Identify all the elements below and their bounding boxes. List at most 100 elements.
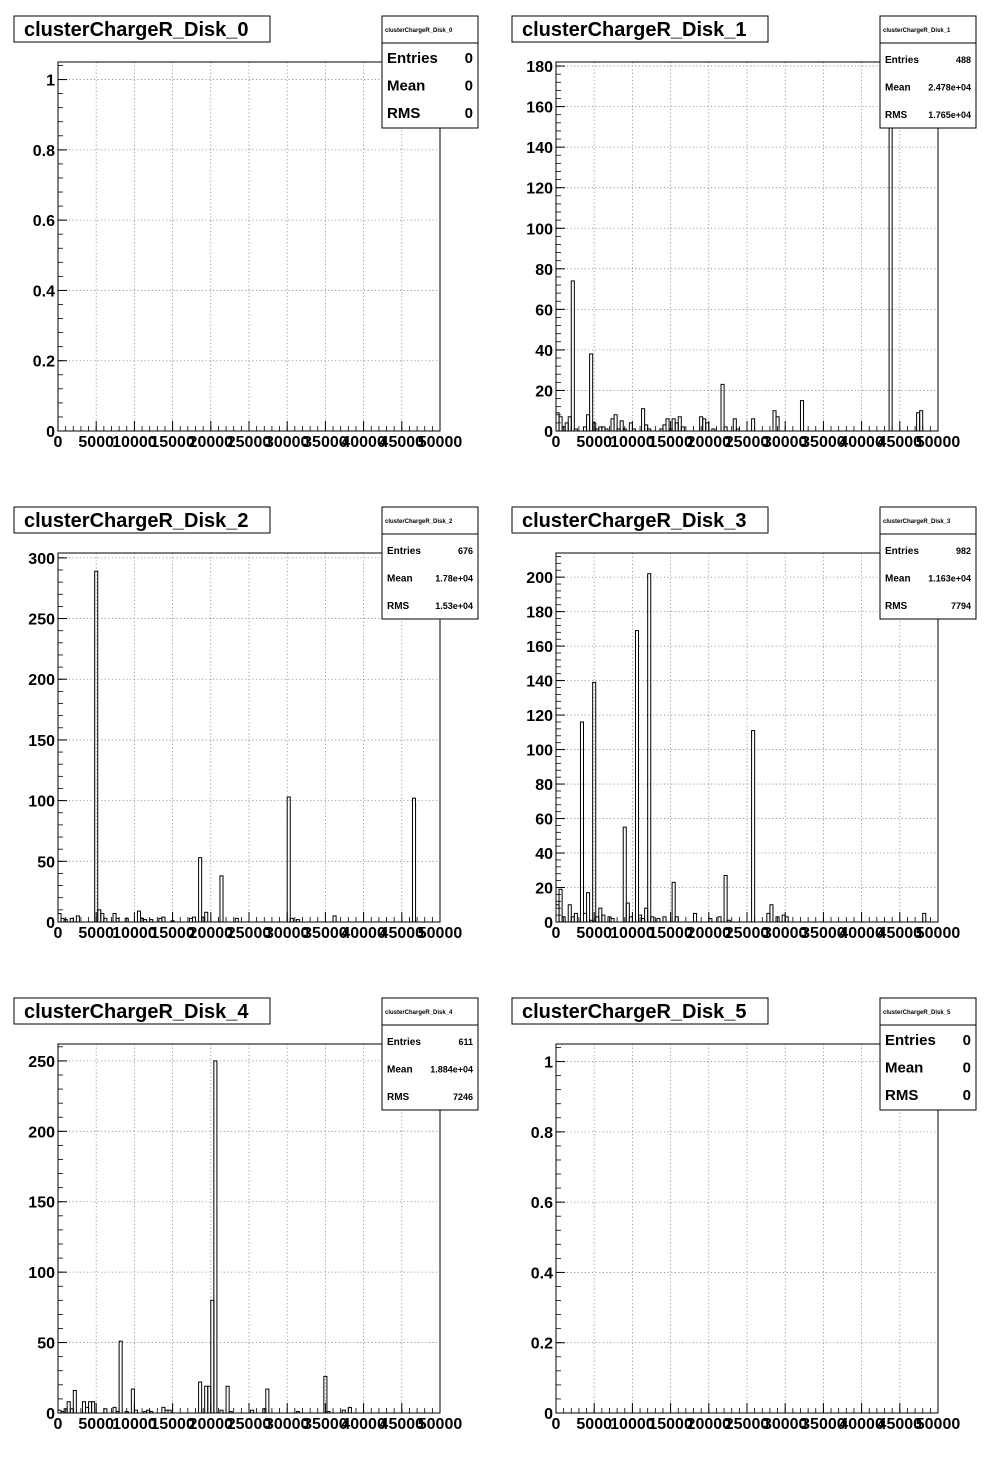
x-tick-label: 25000	[227, 434, 272, 451]
y-tick-label: 100	[526, 221, 553, 238]
x-tick-label: 30000	[763, 434, 808, 451]
x-tick-label: 50000	[418, 1416, 463, 1433]
title-box	[13, 997, 271, 1025]
x-tick-label: 35000	[303, 434, 348, 451]
title-box	[13, 15, 271, 43]
stats-value: 7794	[951, 601, 971, 611]
x-tick-label: 0	[552, 925, 561, 942]
stats-label: RMS	[387, 601, 410, 612]
x-tick-label: 25000	[227, 1416, 272, 1433]
y-tick-label: 60	[535, 302, 553, 319]
x-tick-label: 35000	[801, 925, 846, 942]
x-tick-label: 30000	[265, 925, 310, 942]
x-tick-label: 5000	[78, 925, 114, 942]
stats-label: RMS	[387, 105, 420, 122]
histogram-bar	[650, 916, 655, 923]
y-tick-label: 120	[526, 181, 553, 198]
histogram-bar	[579, 721, 585, 923]
y-tick-label: 0	[46, 1406, 55, 1423]
histogram-bar	[589, 353, 594, 432]
histogram-bar	[69, 917, 74, 923]
stats-label: RMS	[885, 1087, 918, 1104]
stats-box	[879, 506, 977, 620]
stats-box	[879, 997, 977, 1111]
x-tick-label: 40000	[341, 1416, 386, 1433]
stats-label: Entries	[387, 1037, 421, 1048]
stats-value: 0	[465, 50, 473, 67]
chart-pad-2: 0 50 100 150 200 250 300 0 500010000150002000025…	[13, 506, 479, 942]
x-tick-label: 0	[552, 1416, 561, 1433]
x-tick-label: 0	[552, 434, 561, 451]
histogram-bar	[720, 383, 725, 432]
histogram-bar	[161, 916, 166, 923]
y-tick-label: 180	[526, 605, 553, 622]
histogram-bar	[751, 418, 756, 432]
histogram-bar	[234, 917, 239, 923]
chart-title: clusterChargeR_Disk_1	[522, 19, 747, 41]
x-tick-label: 10000	[112, 434, 157, 451]
histogram-bar	[289, 917, 294, 923]
stats-value: 2.478e+04	[928, 83, 971, 93]
title-box	[511, 997, 769, 1025]
stats-value: 488	[956, 55, 971, 65]
stats-value: 0	[963, 1060, 971, 1077]
stats-value: 7246	[453, 1092, 473, 1102]
stats-name: clusterChargeR_Disk_5	[883, 1010, 951, 1016]
y-tick-label: 160	[526, 100, 553, 117]
x-tick-label: 50000	[916, 434, 961, 451]
y-tick-label: 80	[535, 777, 553, 794]
histogram-bar	[103, 1408, 108, 1414]
x-tick-label: 25000	[725, 925, 770, 942]
stats-value: 1.163e+04	[928, 574, 971, 584]
y-tick-label: 150	[28, 733, 55, 750]
y-tick-label: 200	[28, 1124, 55, 1141]
histogram-bar	[751, 730, 756, 923]
stats-value: 611	[458, 1037, 473, 1047]
stats-value: 0	[963, 1087, 971, 1104]
stats-box	[879, 15, 977, 129]
x-tick-label: 45000	[380, 434, 425, 451]
histogram-bar	[717, 916, 722, 923]
histogram-bar	[198, 857, 203, 923]
x-tick-label: 5000	[576, 1416, 612, 1433]
chart-title: clusterChargeR_Disk_2	[24, 510, 249, 532]
histogram-bar	[191, 916, 197, 923]
stats-label: Entries	[885, 55, 919, 66]
histogram-bar	[573, 912, 578, 923]
stats-value: 1.53e+04	[435, 601, 473, 611]
histogram-bar	[647, 573, 652, 923]
histogram-bar	[610, 918, 615, 923]
stats-name: clusterChargeR_Disk_3	[883, 519, 951, 525]
y-tick-label: 0.4	[33, 283, 55, 300]
histogram-bar	[225, 1385, 230, 1414]
histogram-bar	[219, 875, 224, 923]
x-tick-label: 5000	[576, 434, 612, 451]
histogram-bar	[799, 400, 805, 432]
stats-box	[381, 997, 479, 1111]
x-tick-label: 15000	[648, 925, 693, 942]
y-tick-label: 200	[28, 672, 55, 689]
title-box	[511, 15, 769, 43]
x-tick-label: 25000	[227, 925, 272, 942]
y-tick-label: 160	[526, 639, 553, 656]
stats-label: Entries	[885, 1032, 936, 1049]
x-tick-label: 20000	[687, 1416, 732, 1433]
y-tick-label: 140	[526, 140, 553, 157]
stats-value: 1.765e+04	[928, 110, 971, 120]
histogram-bar	[656, 918, 661, 923]
y-tick-label: 250	[28, 612, 55, 629]
x-tick-label: 45000	[878, 434, 923, 451]
x-tick-label: 10000	[610, 434, 655, 451]
title-box	[511, 506, 769, 534]
title-box	[13, 506, 271, 534]
chart-pad-4: 0 50 100 150 200 250 0 500010000150002000025000…	[13, 997, 479, 1433]
x-tick-label: 45000	[380, 925, 425, 942]
x-tick-label: 20000	[189, 925, 234, 942]
y-tick-label: 0	[544, 424, 553, 441]
x-tick-label: 20000	[189, 1416, 234, 1433]
x-tick-label: 25000	[725, 1416, 770, 1433]
stats-value: 1.884e+04	[430, 1065, 473, 1075]
y-tick-label: 0	[46, 424, 55, 441]
histogram-bar	[265, 1388, 270, 1414]
